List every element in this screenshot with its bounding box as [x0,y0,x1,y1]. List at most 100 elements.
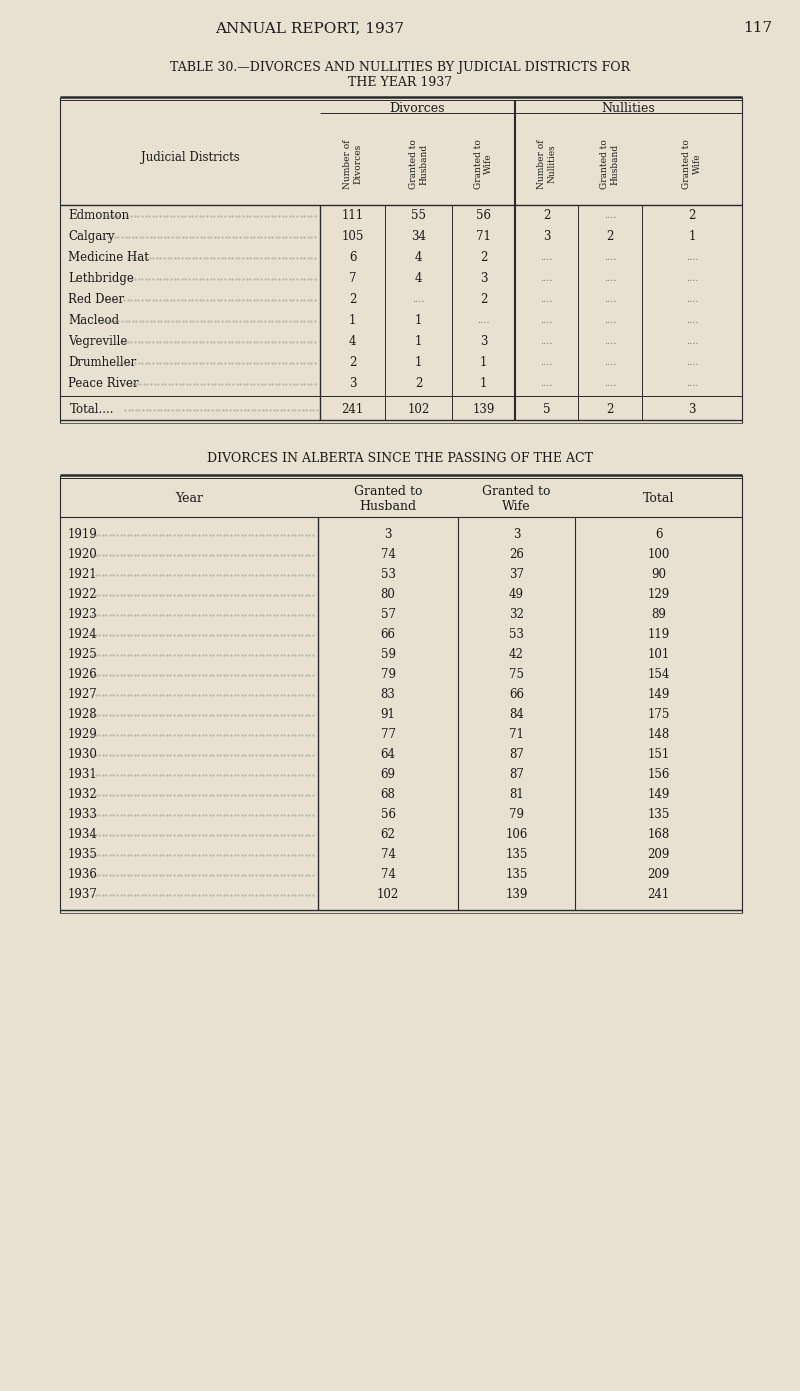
Text: DIVORCES IN ALBERTA SINCE THE PASSING OF THE ACT: DIVORCES IN ALBERTA SINCE THE PASSING OF… [207,452,593,465]
Text: ....: .... [604,316,616,325]
Text: 1936: 1936 [68,868,98,882]
Text: Divorces: Divorces [390,102,446,114]
Text: 168: 168 [647,829,670,842]
Text: 6: 6 [654,529,662,541]
Text: 100: 100 [647,548,670,562]
Text: Edmonton: Edmonton [68,209,129,223]
Text: Calgary: Calgary [68,230,114,243]
Text: ....: .... [540,337,553,346]
Text: 69: 69 [381,768,395,782]
Text: 91: 91 [381,708,395,722]
Text: 135: 135 [506,849,528,861]
Text: 57: 57 [381,608,395,622]
Text: ....: .... [686,357,698,367]
Text: 84: 84 [509,708,524,722]
Text: 71: 71 [476,230,491,243]
Text: 135: 135 [506,868,528,882]
Text: 3: 3 [384,529,392,541]
Text: 139: 139 [506,889,528,901]
Text: Medicine Hat: Medicine Hat [68,250,149,264]
Text: 1930: 1930 [68,748,98,761]
Text: 1: 1 [688,230,696,243]
Text: Granted to
Husband: Granted to Husband [354,485,422,513]
Text: 1929: 1929 [68,729,98,741]
Text: 154: 154 [647,669,670,682]
Text: 151: 151 [647,748,670,761]
Text: 4: 4 [349,335,356,348]
Text: Number of
Divorces: Number of Divorces [343,139,362,189]
Text: 1923: 1923 [68,608,98,622]
Text: Judicial Districts: Judicial Districts [141,150,239,164]
Text: 1: 1 [415,314,422,327]
Text: 74: 74 [381,868,395,882]
Text: 2: 2 [606,403,614,416]
Text: ....: .... [604,253,616,262]
Text: ....: .... [540,357,553,367]
Text: 3: 3 [480,273,487,285]
Text: 79: 79 [509,808,524,822]
Text: 105: 105 [342,230,364,243]
Text: 74: 74 [381,849,395,861]
Text: 3: 3 [513,529,520,541]
Text: ....: .... [604,274,616,282]
Text: 209: 209 [647,849,670,861]
Text: 1926: 1926 [68,669,98,682]
Text: 49: 49 [509,588,524,601]
Text: ....: .... [412,295,425,305]
Text: TABLE 30.—DIVORCES AND NULLITIES BY JUDICIAL DISTRICTS FOR: TABLE 30.—DIVORCES AND NULLITIES BY JUDI… [170,61,630,75]
Text: 2: 2 [349,356,356,369]
Text: 129: 129 [647,588,670,601]
Text: ....: .... [478,316,490,325]
Text: 101: 101 [647,648,670,662]
Text: 81: 81 [509,789,524,801]
Text: ....: .... [540,253,553,262]
Text: 1: 1 [349,314,356,327]
Text: 102: 102 [407,403,430,416]
Text: 1937: 1937 [68,889,98,901]
Text: 68: 68 [381,789,395,801]
Text: 77: 77 [381,729,395,741]
Text: 53: 53 [509,629,524,641]
Text: 1931: 1931 [68,768,98,782]
Text: ....: .... [604,211,616,220]
Text: 1: 1 [480,377,487,389]
Text: ....: .... [686,337,698,346]
Text: ....: .... [540,274,553,282]
Text: 80: 80 [381,588,395,601]
Text: 149: 149 [647,689,670,701]
Text: Vegreville: Vegreville [68,335,127,348]
Text: 1920: 1920 [68,548,98,562]
Text: 175: 175 [647,708,670,722]
Text: 4: 4 [414,273,422,285]
Text: ....: .... [686,316,698,325]
Text: Drumheller: Drumheller [68,356,136,369]
Text: 62: 62 [381,829,395,842]
Text: 119: 119 [647,629,670,641]
Text: 87: 87 [509,768,524,782]
Text: Red Deer: Red Deer [68,294,124,306]
Text: 1: 1 [480,356,487,369]
Text: 2: 2 [480,294,487,306]
Text: 83: 83 [381,689,395,701]
Text: 3: 3 [480,335,487,348]
Text: 209: 209 [647,868,670,882]
Text: Macleod: Macleod [68,314,119,327]
Text: 2: 2 [415,377,422,389]
Text: 34: 34 [411,230,426,243]
Text: 111: 111 [342,209,363,223]
Text: Peace River: Peace River [68,377,138,389]
Text: 90: 90 [651,569,666,581]
Text: 1: 1 [415,356,422,369]
Text: 1934: 1934 [68,829,98,842]
Text: 59: 59 [381,648,395,662]
Text: ....: .... [686,378,698,388]
Text: Nullities: Nullities [602,102,655,114]
Text: Granted to
Husband: Granted to Husband [600,139,620,189]
Text: ....: .... [686,274,698,282]
Text: ....: .... [604,378,616,388]
Text: 26: 26 [509,548,524,562]
Text: 74: 74 [381,548,395,562]
Text: Granted to
Husband: Granted to Husband [409,139,428,189]
Text: 156: 156 [647,768,670,782]
Text: 1925: 1925 [68,648,98,662]
